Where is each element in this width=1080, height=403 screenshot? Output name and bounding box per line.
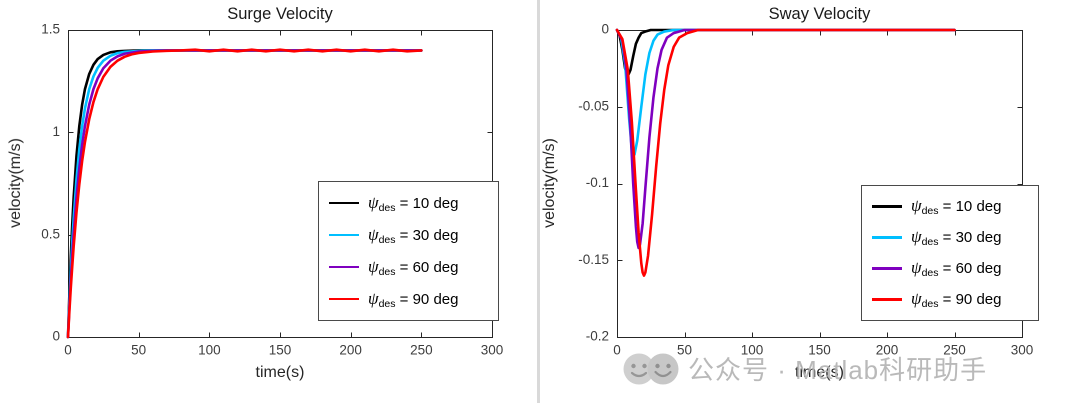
legend-line-sample xyxy=(329,201,359,205)
legend-line-sample xyxy=(329,265,359,269)
legend-entry: ψdes = 30 deg xyxy=(872,227,1028,248)
psi-symbol: ψ xyxy=(368,256,379,276)
legend-entry: ψdes = 60 deg xyxy=(872,258,1028,279)
sway-chart-title: Sway Velocity xyxy=(768,5,871,23)
legend-entry: ψdes = 10 deg xyxy=(872,196,1028,217)
psi-symbol: ψ xyxy=(911,289,922,308)
sway-y-axis-label: velocity(m/s) xyxy=(541,138,558,228)
legend-label: ψdes = 60 deg xyxy=(368,256,459,278)
legend-label: ψdes = 60 deg xyxy=(911,258,1002,279)
sway-x-axis-label: time(s) xyxy=(795,364,844,381)
legend-label: ψdes = 90 deg xyxy=(911,289,1002,310)
psi-symbol: ψ xyxy=(368,224,379,244)
legend-line-sample xyxy=(872,298,902,301)
legend-line-sample xyxy=(872,236,902,239)
legend-entry: ψdes = 90 deg xyxy=(872,289,1028,310)
legend-line-sample xyxy=(329,297,359,301)
surge-y-axis-label: velocity(m/s) xyxy=(7,138,24,228)
psi-symbol: ψ xyxy=(911,196,922,215)
watermark-face-icon xyxy=(623,353,655,384)
sway-legend: ψdes = 10 deg ψdes = 30 deg ψdes = 60 deg ψ… xyxy=(861,185,1039,321)
psi-symbol: ψ xyxy=(911,258,922,277)
legend-label: ψdes = 10 deg xyxy=(368,192,459,214)
watermark-text: 公众号 · Matlab科研助手 xyxy=(688,355,988,385)
legend-label: ψdes = 10 deg xyxy=(911,196,1002,217)
panel-divider xyxy=(537,0,540,403)
surge-chart-panel: Surge Velocity velocity(m/s) time(s) ψde… xyxy=(0,0,537,403)
legend-label: ψdes = 90 deg xyxy=(368,288,459,310)
legend-line-sample xyxy=(329,233,359,237)
surge-chart-title: Surge Velocity xyxy=(227,5,333,23)
legend-entry: ψdes = 60 deg xyxy=(329,257,488,278)
legend-label: ψdes = 30 deg xyxy=(368,224,459,246)
legend-entry: ψdes = 90 deg xyxy=(329,289,488,310)
legend-line-sample xyxy=(872,205,902,208)
watermark: 公众号 · Matlab科研助手 xyxy=(622,350,987,387)
legend-line-sample xyxy=(872,267,902,270)
psi-symbol: ψ xyxy=(368,192,379,212)
psi-symbol: ψ xyxy=(368,288,379,308)
surge-legend: ψdes = 10 deg ψdes = 30 deg ψdes = 60 deg ψ… xyxy=(318,181,499,321)
surge-x-axis-label: time(s) xyxy=(255,364,305,381)
watermark-smiley-icon xyxy=(647,353,679,384)
psi-symbol: ψ xyxy=(911,227,922,246)
legend-label: ψdes = 30 deg xyxy=(911,227,1002,248)
legend-entry: ψdes = 30 deg xyxy=(329,225,488,246)
sway-chart-panel: Sway Velocity velocity(m/s) time(s) ψdes… xyxy=(540,0,1080,403)
legend-entry: ψdes = 10 deg xyxy=(329,193,488,214)
watermark-icons xyxy=(622,352,680,386)
